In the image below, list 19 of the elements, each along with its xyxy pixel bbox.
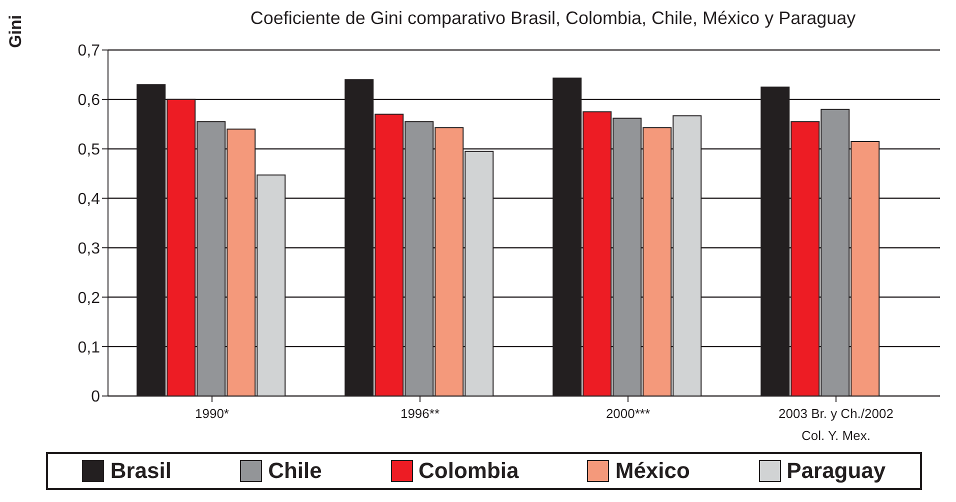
chart-title: Coeficiente de Gini comparativo Brasil, Colombia, Chile, México y Paraguay (249, 8, 857, 29)
legend-label: Brasil (109, 458, 172, 484)
x-tick-label: 1990* (195, 406, 229, 421)
y-tick-label: 0,3 (78, 240, 100, 258)
legend-label: Colombia (418, 458, 519, 484)
y-tick-label: 0 (91, 388, 100, 406)
y-tick-label: 0,6 (78, 92, 100, 110)
x-tick-label: 1996** (400, 406, 440, 421)
y-tick-label: 0,4 (78, 190, 100, 208)
legend-label: Chile (267, 458, 322, 484)
x-tick-label: 2003 Br. y Ch./2002 Col. Y. Mex. (778, 406, 894, 443)
y-tick-label: 0,5 (78, 142, 100, 159)
y-tick-label: 0,1 (78, 339, 100, 356)
y-axis-title: Gini (6, 14, 25, 48)
x-tick-label: 2000*** (606, 406, 650, 421)
y-tick-label: 0,7 (78, 42, 100, 60)
legend-label: México (614, 458, 690, 484)
legend-label: Paraguay (786, 458, 886, 484)
y-tick-label: 0,2 (78, 290, 100, 307)
